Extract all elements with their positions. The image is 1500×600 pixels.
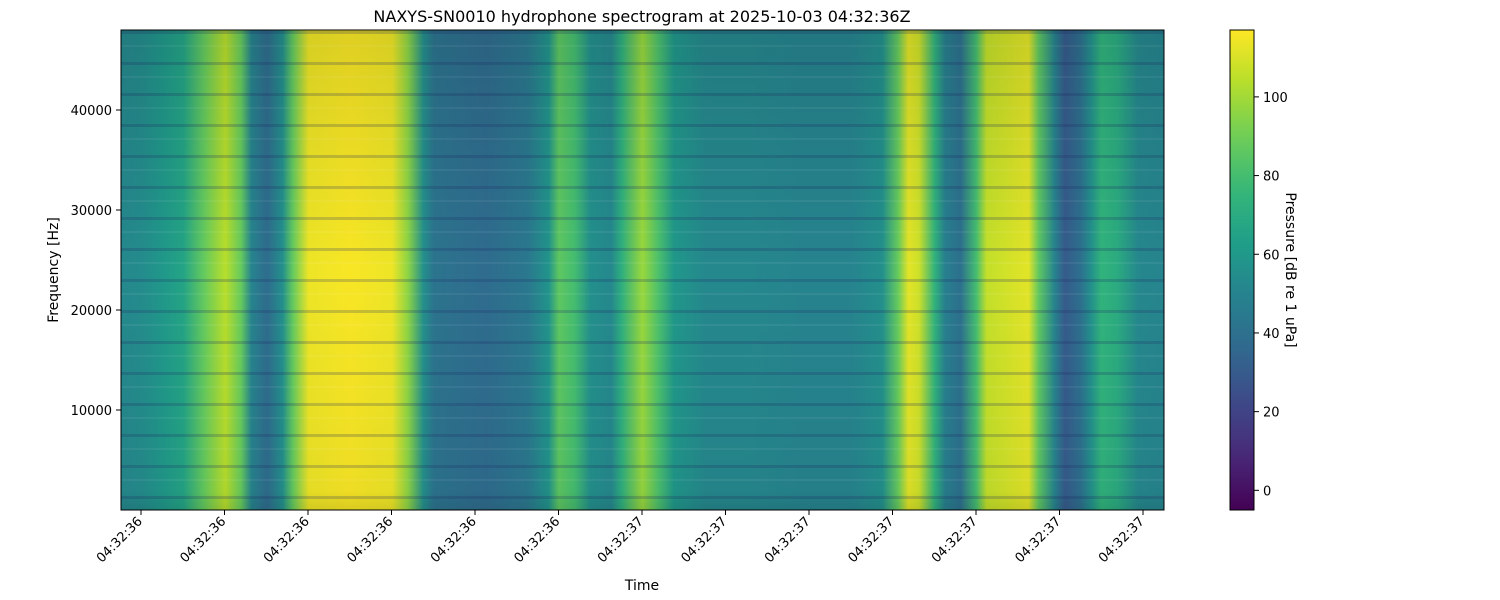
colorbar-label: Pressure [dB re 1 uPa] (1282, 192, 1298, 347)
x-tick-label: 04:32:37 (1012, 514, 1064, 566)
y-axis-label: Frequency [Hz] (46, 217, 62, 323)
vertical-shading (121, 30, 1164, 510)
colorbar: 0 20 40 60 80 100 Pressure [dB re 1 uPa] (1229, 29, 1298, 511)
x-tick-label: 04:32:37 (595, 514, 647, 566)
y-tick-label: 20000 (71, 304, 112, 319)
x-tick-label: 04:32:36 (511, 514, 563, 566)
colorbar-tick-label: 20 (1263, 406, 1280, 421)
colorbar-ticks: 0 20 40 60 80 100 (1254, 91, 1288, 499)
x-tick-label: 04:32:37 (929, 514, 981, 566)
colorbar-tick-label: 0 (1263, 484, 1271, 499)
x-tick-label: 04:32:36 (261, 514, 313, 566)
chart-title: NAXYS-SN0010 hydrophone spectrogram at 2… (373, 7, 910, 26)
colorbar-image (1229, 29, 1255, 511)
x-tick-label: 04:32:36 (428, 514, 480, 566)
x-tick-label: 04:32:37 (1096, 514, 1148, 566)
x-tick-label: 04:32:37 (762, 514, 814, 566)
y-tick-label: 40000 (71, 104, 112, 119)
x-tick-label: 04:32:36 (94, 514, 146, 566)
colorbar-tick-label: 40 (1263, 327, 1280, 342)
x-tick-label: 04:32:36 (344, 514, 396, 566)
y-tick-label: 30000 (71, 204, 112, 219)
x-tick-label: 04:32:37 (845, 514, 897, 566)
y-tick-label: 10000 (71, 404, 112, 419)
colorbar-tick-label: 60 (1263, 248, 1280, 263)
y-axis-ticks: 10000 20000 30000 40000 (71, 104, 121, 419)
x-axis-label: Time (624, 578, 659, 594)
x-axis-ticks: 04:32:36 04:32:36 04:32:36 04:32:36 04:32:36… (94, 510, 1148, 566)
x-tick-label: 04:32:37 (678, 514, 730, 566)
x-tick-label: 04:32:36 (177, 514, 229, 566)
colorbar-tick-label: 100 (1263, 91, 1288, 106)
plot-area (121, 30, 1164, 510)
colorbar-tick-label: 80 (1263, 170, 1280, 185)
